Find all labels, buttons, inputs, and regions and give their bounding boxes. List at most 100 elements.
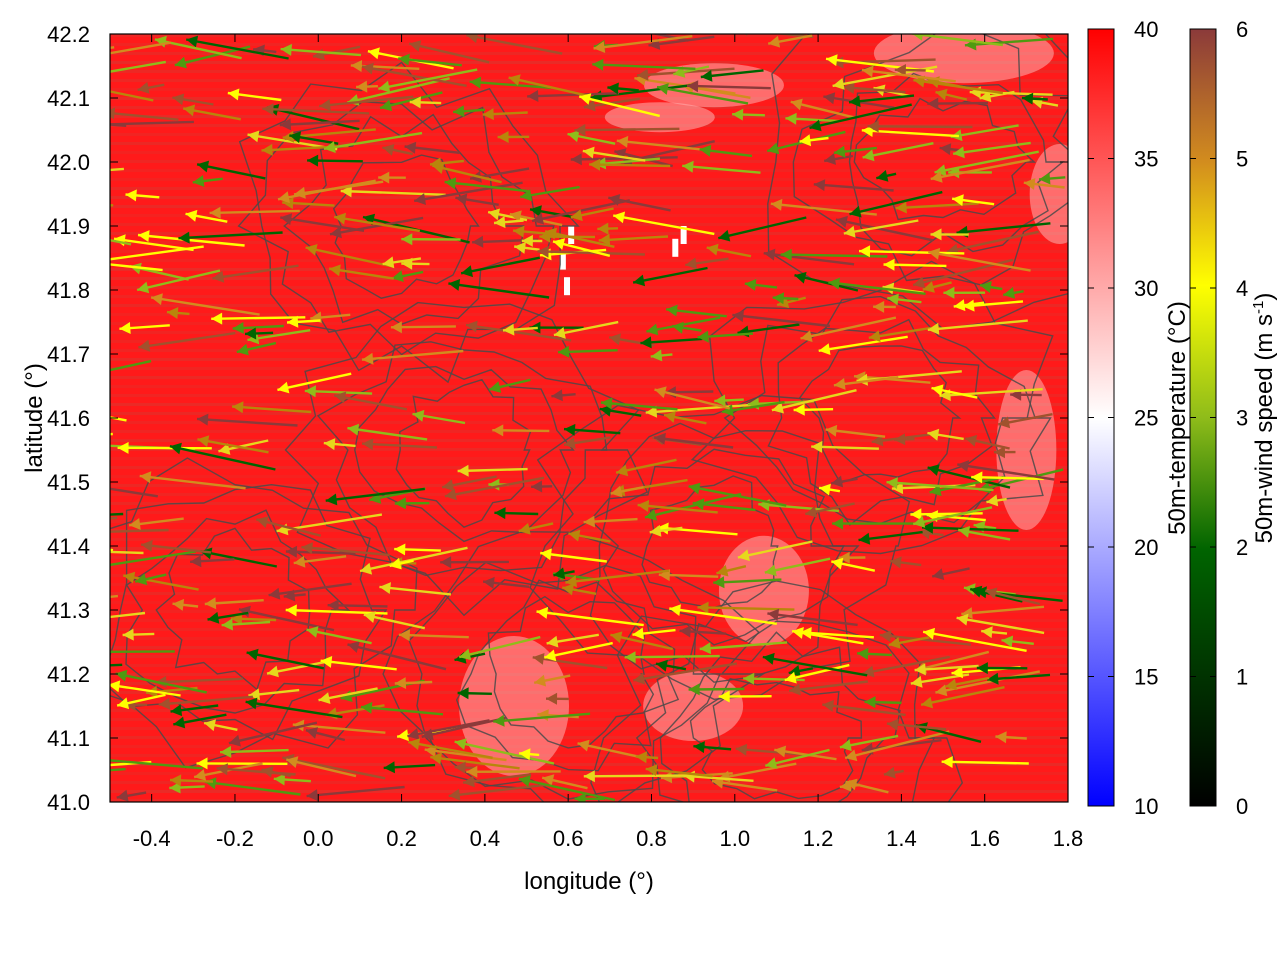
field-stripe <box>110 376 1068 379</box>
wind-colorbar-tick-label: 4 <box>1236 276 1248 301</box>
wind-arrow-shaft <box>849 190 943 216</box>
field-stripe <box>110 394 1068 397</box>
wind-arrow-head <box>839 779 852 792</box>
wind-arrow-shaft <box>895 202 979 210</box>
wind-arrow-head <box>574 124 586 136</box>
wind-arrow-shaft <box>858 249 965 255</box>
wind-arrow-shaft <box>612 214 715 236</box>
field-stripe <box>110 241 1068 244</box>
wind-arrow-head <box>138 230 150 242</box>
wind-arrow-head <box>1023 178 1036 190</box>
wind-arrow-shaft <box>457 467 528 473</box>
wind-arrow-shaft <box>763 252 855 266</box>
wind-arrow-shaft <box>256 518 321 537</box>
wind-arrow-shaft <box>334 215 420 233</box>
field-stripe <box>110 790 1068 793</box>
wind-arrow-shaft <box>656 85 749 105</box>
wind-arrow-head <box>185 209 198 222</box>
wind-arrow-head <box>839 739 852 752</box>
wind-arrow-head <box>221 618 233 631</box>
wind-arrow-shaft <box>844 730 950 760</box>
wind-arrow-head <box>97 754 109 766</box>
wind-arrow-head <box>767 608 780 621</box>
wind-arrow-shaft <box>110 46 115 49</box>
wind-arrow-head <box>825 424 838 437</box>
wind-arrow-head <box>463 775 475 788</box>
x-tick-label: 1.2 <box>803 826 834 851</box>
wind-colorbar-tick-label: 5 <box>1236 147 1248 172</box>
wind-arrow-shaft <box>654 436 734 449</box>
wind-arrow-head <box>583 770 595 783</box>
y-tick-label: 41.6 <box>47 406 90 431</box>
wind-vectors <box>97 34 1066 802</box>
wind-arrow-head <box>743 672 755 685</box>
wind-arrow-shaft <box>465 323 572 342</box>
wind-arrow-head <box>828 277 840 290</box>
white-speckle <box>672 238 679 257</box>
wind-arrow-head <box>970 585 983 598</box>
field-stripe <box>110 34 1068 37</box>
wind-arrow-head <box>688 482 701 495</box>
wind-arrow-shaft <box>158 695 253 706</box>
field-stripe <box>110 286 1068 289</box>
wind-arrow-head <box>654 432 666 445</box>
wind-arrow-head <box>397 729 409 742</box>
wind-arrow-head <box>958 526 971 538</box>
wind-arrow-head <box>360 562 373 575</box>
wind-arrow-head <box>609 333 621 346</box>
x-axis-ticks: -0.4 -0.2 0.0 0.2 0.4 0.6 0.8 1.0 1.2 1.4 1.6 1.8 <box>133 34 1083 851</box>
wind-arrow-head <box>513 225 525 238</box>
wind-arrow-shaft <box>536 610 644 627</box>
wind-arrow-head <box>819 483 831 496</box>
wind-arrow-shaft <box>169 445 276 471</box>
wind-arrow-head <box>935 684 948 697</box>
wind-arrow-head <box>593 41 606 53</box>
wind-arrow-shaft <box>340 189 446 196</box>
wind-arrow-head <box>129 262 142 275</box>
temperature-colorbar-tick-label: 15 <box>1134 665 1158 690</box>
wind-arrow-shaft <box>910 512 983 516</box>
wind-arrow-head <box>493 714 505 727</box>
wind-arrow-shaft <box>466 34 563 55</box>
field-stripe <box>110 754 1068 757</box>
wind-arrow-head <box>657 83 669 95</box>
wind-arrow-shaft <box>319 95 414 108</box>
field-stripe <box>110 295 1068 298</box>
wind-arrow-shaft <box>139 474 246 490</box>
wind-arrow-head <box>843 225 856 238</box>
field-stripe <box>110 331 1068 334</box>
wind-arrow-head <box>1021 92 1034 105</box>
wind-arrow-head <box>151 293 163 306</box>
wind-arrow-shaft <box>913 78 1003 95</box>
wind-arrow-shaft <box>286 758 357 778</box>
field-stripe <box>110 763 1068 766</box>
wind-arrow-shaft <box>598 235 669 242</box>
wind-arrow-head <box>170 704 183 717</box>
wind-arrow-head <box>329 264 341 277</box>
wind-arrow-shaft <box>220 748 289 754</box>
wind-arrow-head <box>248 688 260 701</box>
wind-arrow-shaft <box>879 633 972 646</box>
wind-arrow-shaft <box>644 492 742 519</box>
wind-arrow-head <box>939 143 952 156</box>
wind-arrow-head <box>792 627 804 639</box>
wind-arrow-head <box>444 177 457 190</box>
wind-arrow-shaft <box>246 651 325 670</box>
wind-arrow-shaft <box>493 712 591 723</box>
wind-arrow-head <box>579 93 592 105</box>
field-stripe <box>110 475 1068 478</box>
wind-arrow-shaft <box>861 68 956 83</box>
x-tick-label: 1.4 <box>886 826 917 851</box>
wind-arrow-shaft <box>686 84 771 90</box>
wind-arrow-shaft <box>469 80 551 89</box>
wind-arrow-head <box>553 238 566 250</box>
wind-arrow-head <box>583 515 595 528</box>
wind-arrow-head <box>589 158 601 171</box>
wind-arrow-shaft <box>301 545 390 557</box>
wind-arrow-shaft <box>117 446 212 450</box>
wind-arrow-head <box>793 403 805 416</box>
wind-arrow-head <box>125 189 137 202</box>
wind-arrow-head <box>186 35 199 48</box>
wind-arrow-head <box>138 339 151 352</box>
wind-arrow-head <box>362 438 374 451</box>
